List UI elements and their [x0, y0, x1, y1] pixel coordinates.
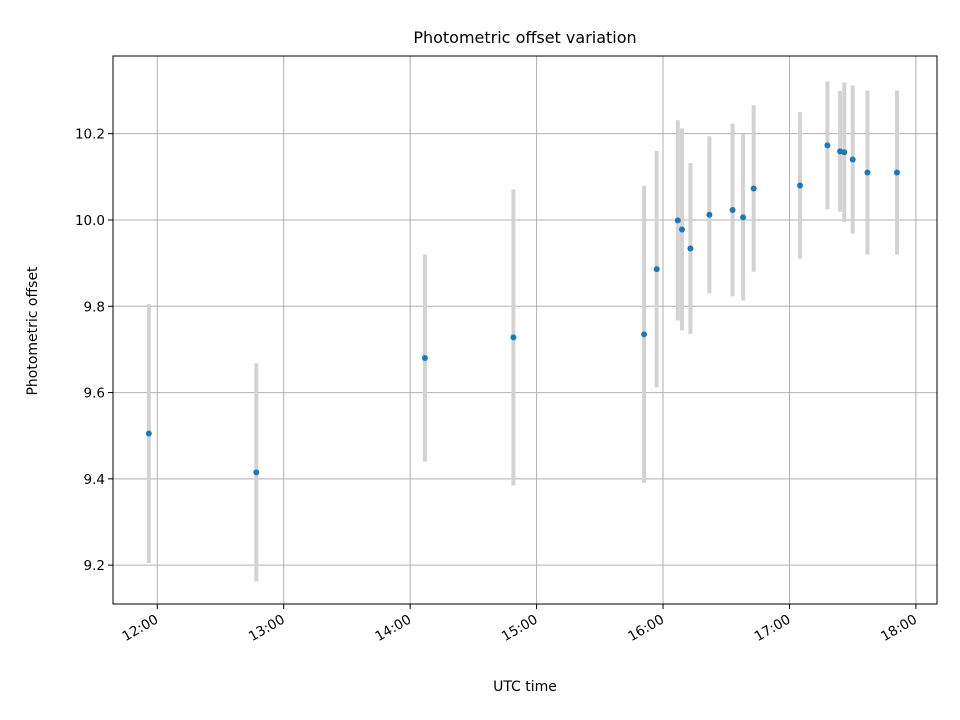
data-point	[750, 185, 757, 192]
data-point	[145, 430, 152, 437]
data-point	[824, 142, 831, 149]
data-point	[679, 226, 686, 233]
y-tick-label: 9.8	[84, 299, 105, 315]
data-point	[729, 207, 736, 214]
y-tick-label: 10.0	[75, 213, 105, 229]
data-point	[687, 245, 694, 252]
data-point	[893, 169, 900, 176]
data-point	[841, 149, 848, 156]
data-point	[641, 331, 648, 338]
y-tick-label: 9.4	[84, 472, 105, 488]
y-tick-label: 9.6	[84, 386, 105, 402]
plot-frame	[112, 55, 938, 605]
data-point	[740, 214, 747, 221]
data-point	[706, 211, 713, 218]
y-axis-label: Photometric offset	[25, 266, 41, 396]
data-point	[797, 182, 804, 189]
data-point	[849, 156, 856, 163]
y-tick-label: 10.2	[75, 127, 105, 143]
data-point	[253, 469, 260, 476]
data-point	[653, 266, 660, 273]
x-axis-label: UTC time	[493, 679, 557, 695]
data-point	[421, 355, 428, 362]
data-point	[674, 217, 681, 224]
data-point	[510, 334, 517, 341]
data-points	[145, 142, 900, 476]
data-point	[864, 169, 871, 176]
y-tick-label: 9.2	[84, 558, 105, 574]
chart-title: Photometric offset variation	[413, 28, 636, 47]
